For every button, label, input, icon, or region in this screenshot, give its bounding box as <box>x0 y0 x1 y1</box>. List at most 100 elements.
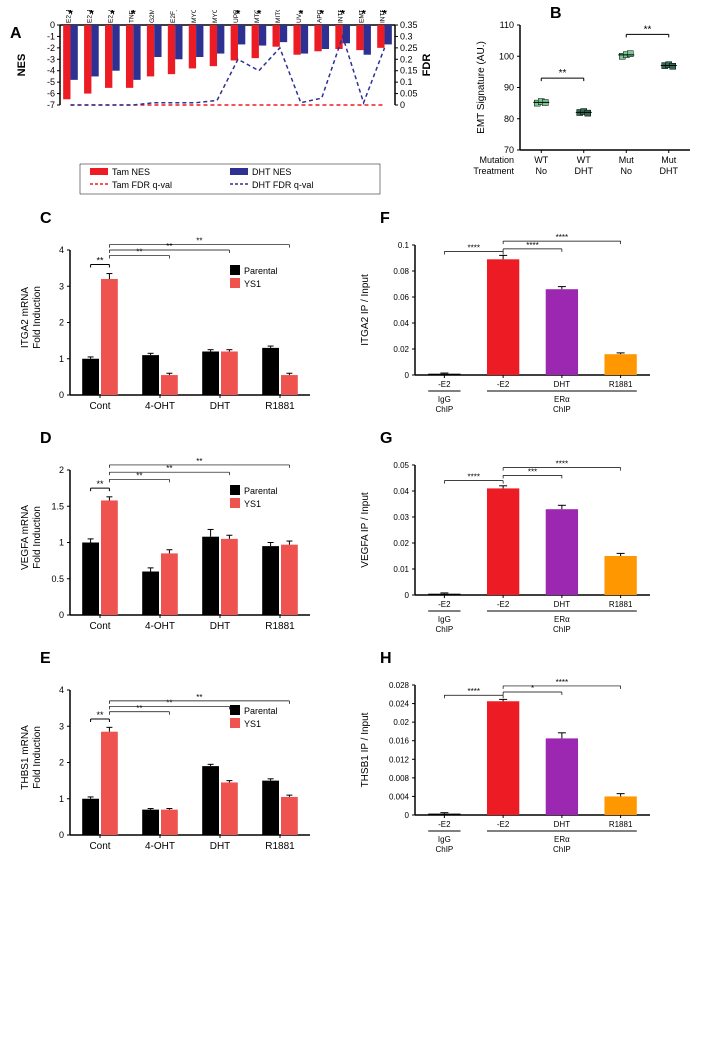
panel-b-chart: 708090100110EMT Signature (AU.)WTNoWTDHT… <box>470 10 700 190</box>
svg-text:R1881: R1881 <box>609 600 633 609</box>
svg-text:YS1: YS1 <box>244 719 261 729</box>
svg-text:Parental: Parental <box>244 706 278 716</box>
svg-text:****: **** <box>556 460 568 469</box>
svg-text:0.05: 0.05 <box>393 461 409 470</box>
svg-text:****: **** <box>468 473 480 482</box>
svg-text:-7: -7 <box>47 100 55 110</box>
svg-text:0.02: 0.02 <box>393 539 409 548</box>
svg-text:1: 1 <box>59 794 64 804</box>
svg-text:0.04: 0.04 <box>393 319 409 328</box>
svg-text:No: No <box>620 166 632 176</box>
panel-c-label: C <box>40 210 52 228</box>
svg-text:G2M_CHECKPOINT: G2M_CHECKPOINT <box>149 10 156 23</box>
svg-text:Mutation: Mutation <box>479 155 514 165</box>
svg-text:1.5: 1.5 <box>51 501 64 511</box>
svg-text:Treatment: Treatment <box>473 166 514 176</box>
svg-text:4-OHT: 4-OHT <box>145 621 175 632</box>
svg-text:ChIP: ChIP <box>553 405 571 414</box>
svg-text:2: 2 <box>59 758 64 768</box>
svg-text:DHT: DHT <box>554 820 571 829</box>
panel-b: B 708090100110EMT Signature (AU.)WTNoWTD… <box>470 10 700 190</box>
svg-text:0: 0 <box>59 390 64 400</box>
svg-text:ERα: ERα <box>554 395 570 404</box>
svg-text:WT: WT <box>534 155 548 165</box>
svg-text:Fold Induction: Fold Induction <box>32 286 43 349</box>
svg-text:R1881: R1881 <box>265 841 295 852</box>
svg-text:ITGA2 mRNA: ITGA2 mRNA <box>20 287 31 348</box>
svg-text:*: * <box>110 10 115 21</box>
svg-text:-4: -4 <box>47 66 55 76</box>
svg-text:EMT Signature (AU.): EMT Signature (AU.) <box>476 41 487 134</box>
svg-text:*: * <box>298 10 303 21</box>
svg-text:-E2: -E2 <box>438 380 451 389</box>
svg-text:0.01: 0.01 <box>393 565 409 574</box>
svg-text:VEGFA mRNA: VEGFA mRNA <box>20 505 31 570</box>
svg-text:DHT: DHT <box>210 621 231 632</box>
svg-text:**: ** <box>166 698 172 707</box>
svg-text:**: ** <box>136 704 142 713</box>
svg-text:VEGFA IP / Input: VEGFA IP / Input <box>360 492 371 568</box>
panel-d: D 00.511.52VEGFA mRNAFold InductionCont4… <box>10 430 320 630</box>
svg-text:0.008: 0.008 <box>389 774 410 783</box>
svg-text:DHT: DHT <box>554 600 571 609</box>
svg-text:MYC_V1: MYC_V1 <box>191 10 198 23</box>
svg-text:**: ** <box>96 479 104 489</box>
row-3: D 00.511.52VEGFA mRNAFold InductionCont4… <box>10 430 702 630</box>
svg-text:DHT: DHT <box>210 401 231 412</box>
svg-text:0: 0 <box>405 811 410 820</box>
svg-text:R1881: R1881 <box>265 401 295 412</box>
panel-g: G 00.010.020.030.040.05VEGFA IP / Input-… <box>350 430 660 630</box>
svg-text:0.02: 0.02 <box>393 718 409 727</box>
panel-h: H 00.0040.0080.0120.0160.020.0240.028THS… <box>350 650 660 850</box>
svg-text:0: 0 <box>400 100 405 110</box>
panel-c: C 01234ITGA2 mRNAFold InductionCont4-OHT… <box>10 210 320 410</box>
svg-text:0.3: 0.3 <box>400 31 413 41</box>
panel-h-label: H <box>380 650 392 668</box>
panel-e-label: E <box>40 650 51 668</box>
svg-text:**: ** <box>136 247 142 256</box>
svg-text:-E2: -E2 <box>497 380 510 389</box>
svg-text:IgG: IgG <box>438 395 451 404</box>
svg-text:ERα: ERα <box>554 615 570 624</box>
svg-text:DHT FDR q-val: DHT FDR q-val <box>252 180 313 190</box>
svg-text:0: 0 <box>405 371 410 380</box>
svg-text:1: 1 <box>59 538 64 548</box>
svg-text:-6: -6 <box>47 89 55 99</box>
svg-text:0: 0 <box>50 20 55 30</box>
svg-text:0.012: 0.012 <box>389 755 410 764</box>
svg-text:0.06: 0.06 <box>393 293 409 302</box>
svg-text:WT: WT <box>577 155 591 165</box>
svg-text:**: ** <box>166 464 172 473</box>
svg-text:FDR: FDR <box>421 54 433 77</box>
svg-text:0.02: 0.02 <box>393 345 409 354</box>
svg-text:**: ** <box>96 710 104 720</box>
svg-text:**: ** <box>166 242 172 251</box>
svg-text:*: * <box>531 684 534 693</box>
svg-text:110: 110 <box>500 20 514 30</box>
svg-text:*: * <box>131 10 136 21</box>
svg-text:ChIP: ChIP <box>435 845 453 854</box>
svg-text:1: 1 <box>59 354 64 364</box>
panel-f: F 00.020.040.060.080.1ITGA2 IP / Input-E… <box>350 210 660 410</box>
svg-text:DHT NES: DHT NES <box>252 167 291 177</box>
svg-text:DHT: DHT <box>210 841 231 852</box>
svg-text:THBS1 mRNA: THBS1 mRNA <box>20 725 31 790</box>
row-4: E 01234THBS1 mRNAFold InductionCont4-OHT… <box>10 650 702 850</box>
panel-a-label: A <box>10 25 22 43</box>
svg-text:ITGA2 IP / Input: ITGA2 IP / Input <box>360 274 371 346</box>
svg-text:Tam FDR q-val: Tam FDR q-val <box>112 180 172 190</box>
panel-e-chart: 01234THBS1 mRNAFold InductionCont4-OHTDH… <box>10 650 320 860</box>
svg-text:NES: NES <box>16 54 28 77</box>
svg-text:R1881: R1881 <box>265 621 295 632</box>
svg-text:THSB1 IP / Input: THSB1 IP / Input <box>360 712 371 787</box>
svg-text:0.1: 0.1 <box>398 241 410 250</box>
svg-text:0.024: 0.024 <box>389 700 410 709</box>
svg-text:0.5: 0.5 <box>51 574 64 584</box>
svg-text:R1881: R1881 <box>609 380 633 389</box>
svg-text:-E2: -E2 <box>438 820 451 829</box>
row-1: A 0-1-2-3-4-5-6-700.050.10.150.20.250.30… <box>10 10 702 190</box>
svg-text:*: * <box>340 10 345 21</box>
svg-text:Parental: Parental <box>244 486 278 496</box>
figure-container: A 0-1-2-3-4-5-6-700.050.10.150.20.250.30… <box>10 10 702 850</box>
svg-text:Mut: Mut <box>619 155 635 165</box>
